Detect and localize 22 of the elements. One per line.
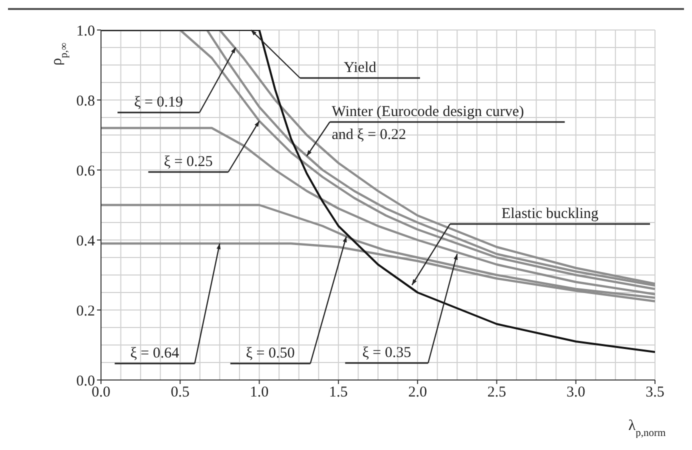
y-tick-label: 0.2 xyxy=(76,303,95,320)
x-tick-label: 1.5 xyxy=(329,384,348,401)
annotation: Elastic buckling xyxy=(501,206,600,222)
annotation: ξ = 0.19 xyxy=(134,94,183,110)
y-tick-label: 1.0 xyxy=(76,23,95,40)
annotation: Winter (Eurocode design curve) and ξ = 0.22 xyxy=(332,104,524,143)
annotation: ξ = 0.50 xyxy=(246,346,295,362)
annotation: ξ = 0.35 xyxy=(362,345,412,361)
x-tick-label: 3.0 xyxy=(566,384,586,401)
y-tick-label: 0.8 xyxy=(76,93,95,110)
x-tick-label: 1.0 xyxy=(250,384,269,401)
x-tick-label: 0.5 xyxy=(170,384,190,401)
x-tick-label: 2.5 xyxy=(487,384,506,401)
x-tick-label: 2.0 xyxy=(408,384,427,401)
annotation: Yield xyxy=(344,60,377,76)
x-axis-title: λ$_{p,norm}$ xyxy=(628,418,666,438)
x-tick-label: 0.0 xyxy=(92,384,110,401)
annotation: ξ = 0.64 xyxy=(130,346,180,362)
y-tick-label: 0.6 xyxy=(76,163,96,180)
x-tick-label: 3.5 xyxy=(646,384,664,401)
y-tick-label: 0.4 xyxy=(76,233,96,250)
annotation: ξ = 0.25 xyxy=(164,154,213,170)
